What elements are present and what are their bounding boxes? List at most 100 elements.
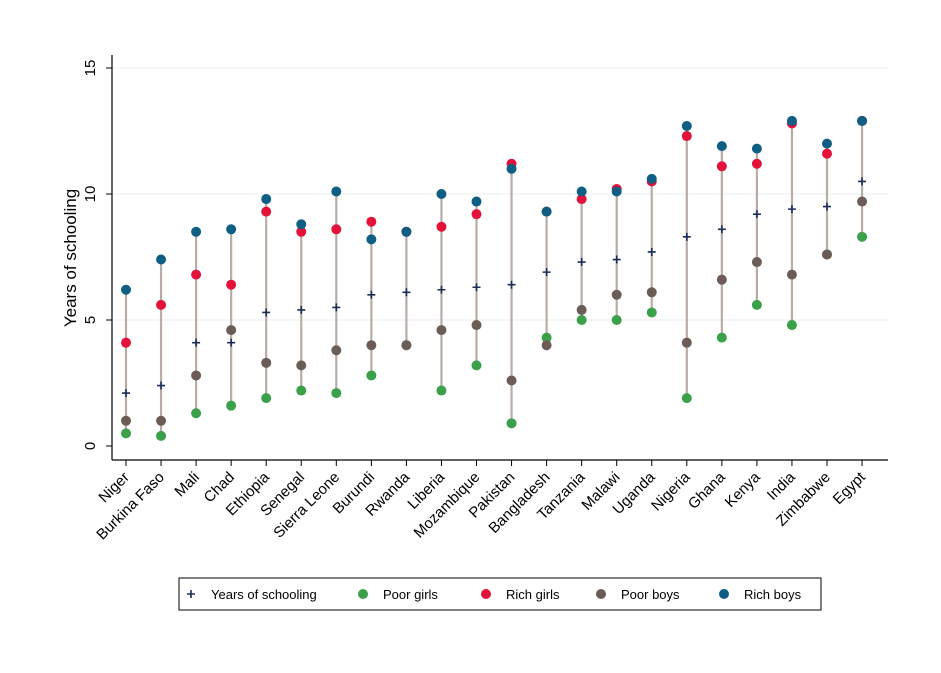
point-mark — [156, 415, 167, 426]
plus-mark — [262, 308, 271, 317]
plus-mark — [787, 205, 796, 214]
point-mark — [331, 186, 342, 197]
point-mark — [751, 143, 762, 154]
point-mark — [296, 219, 307, 230]
legend-marker — [596, 589, 606, 599]
point-mark — [436, 189, 447, 199]
point-mark — [681, 120, 692, 131]
point-mark — [751, 299, 762, 310]
point-mark — [366, 216, 377, 227]
point-mark — [366, 370, 377, 381]
point-mark — [857, 115, 868, 126]
point-mark — [681, 131, 692, 142]
point-mark — [121, 337, 131, 348]
point-mark — [296, 226, 307, 237]
plus-mark — [752, 210, 761, 219]
point-mark — [471, 320, 482, 331]
point-mark — [611, 289, 622, 300]
legend-label: Poor boys — [621, 587, 680, 602]
point-mark — [261, 194, 272, 205]
legend-label: Rich boys — [744, 587, 802, 602]
data-marks — [121, 115, 868, 441]
point-mark — [506, 163, 517, 174]
plus-mark — [122, 389, 130, 398]
point-mark — [121, 428, 131, 439]
legend-box — [178, 577, 822, 611]
plus-mark — [858, 177, 867, 186]
point-mark — [857, 196, 868, 207]
x-tick-label: Nigeria — [648, 468, 694, 514]
legend-label: Years of schooling — [211, 587, 317, 602]
plus-mark — [297, 305, 306, 314]
point-mark — [436, 325, 447, 336]
point-mark — [226, 325, 237, 336]
plus-mark — [402, 288, 411, 297]
plus-mark — [577, 258, 586, 267]
legend: Years of schooling Poor girls Rich girls Po… — [178, 577, 822, 611]
plus-mark — [823, 202, 831, 211]
point-mark — [471, 209, 482, 220]
plus-mark — [682, 232, 691, 241]
point-mark — [646, 173, 657, 184]
point-mark — [436, 385, 447, 396]
point-mark — [541, 332, 552, 343]
plus-mark — [472, 283, 481, 292]
plus-mark — [647, 247, 656, 256]
point-mark — [576, 304, 587, 315]
point-mark — [436, 221, 447, 232]
plus-mark — [192, 338, 201, 347]
point-mark — [261, 206, 272, 217]
point-mark — [751, 257, 762, 268]
plus-mark — [437, 285, 446, 294]
point-mark — [156, 254, 167, 265]
point-mark — [156, 430, 167, 441]
point-mark — [822, 138, 832, 149]
point-mark — [471, 360, 482, 371]
point-mark — [261, 357, 272, 368]
y-axis-title: Years of schooling — [61, 189, 80, 327]
point-mark — [401, 340, 412, 351]
point-mark — [226, 224, 237, 235]
point-mark — [576, 186, 587, 197]
point-mark — [261, 393, 272, 404]
point-mark — [121, 415, 131, 426]
x-tick-label: Kenya — [722, 468, 765, 511]
plus-mark — [717, 225, 726, 234]
point-mark — [611, 186, 622, 197]
point-mark — [786, 269, 797, 280]
point-mark — [646, 307, 657, 318]
point-mark — [191, 370, 202, 381]
y-tick-label: 0 — [82, 442, 99, 450]
plus-mark — [157, 381, 166, 390]
point-mark — [156, 299, 167, 310]
point-mark — [296, 385, 307, 396]
point-mark — [751, 158, 762, 169]
point-mark — [226, 400, 237, 411]
legend-label: Poor girls — [383, 587, 438, 602]
point-mark — [576, 194, 587, 205]
plus-mark — [612, 255, 621, 264]
legend-marker — [719, 589, 729, 599]
legend-marker — [358, 589, 368, 599]
legend-marker — [481, 589, 491, 599]
point-mark — [191, 226, 202, 237]
point-mark — [331, 224, 342, 235]
point-mark — [506, 375, 517, 386]
point-mark — [611, 315, 622, 325]
point-mark — [576, 315, 587, 325]
point-mark — [822, 249, 832, 260]
x-tick-label: Egypt — [830, 468, 870, 508]
y-tick-label: 5 — [82, 316, 99, 324]
point-mark — [786, 115, 797, 126]
point-mark — [191, 269, 202, 280]
plus-mark — [332, 303, 341, 312]
point-mark — [191, 408, 202, 419]
point-mark — [366, 340, 377, 351]
point-mark — [681, 393, 692, 404]
point-mark — [716, 141, 727, 152]
y-tick-label: 10 — [82, 186, 99, 203]
plus-mark — [227, 338, 236, 347]
gridlines — [112, 67, 888, 321]
